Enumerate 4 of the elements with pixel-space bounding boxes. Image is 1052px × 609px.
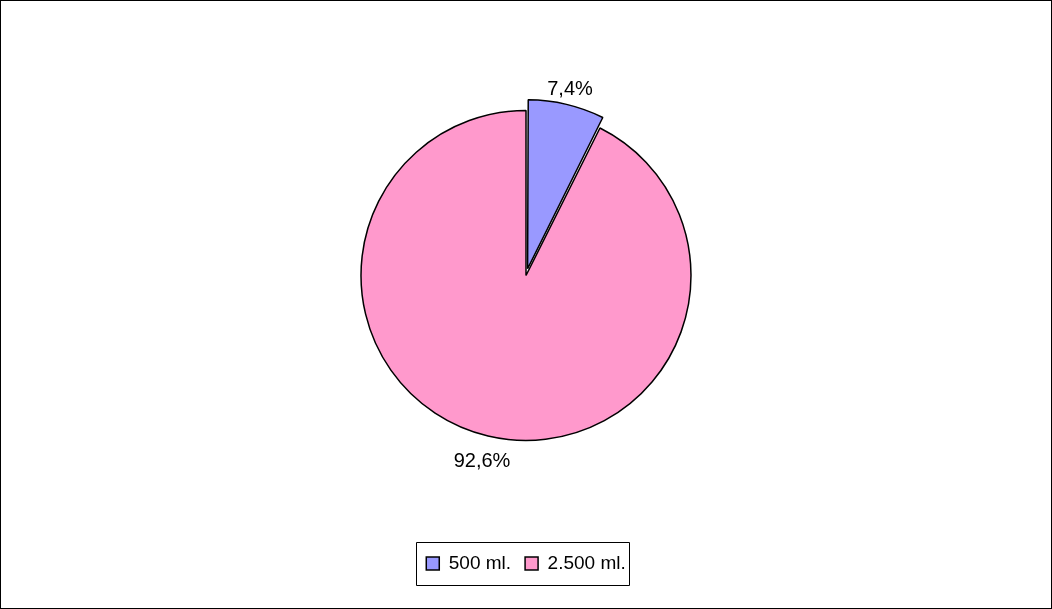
legend-label: 2.500 ml.: [547, 551, 626, 573]
data-label: 7,4%: [547, 77, 594, 100]
legend-label: 500 ml.: [448, 551, 512, 573]
data-label: 92,6%: [453, 448, 511, 471]
